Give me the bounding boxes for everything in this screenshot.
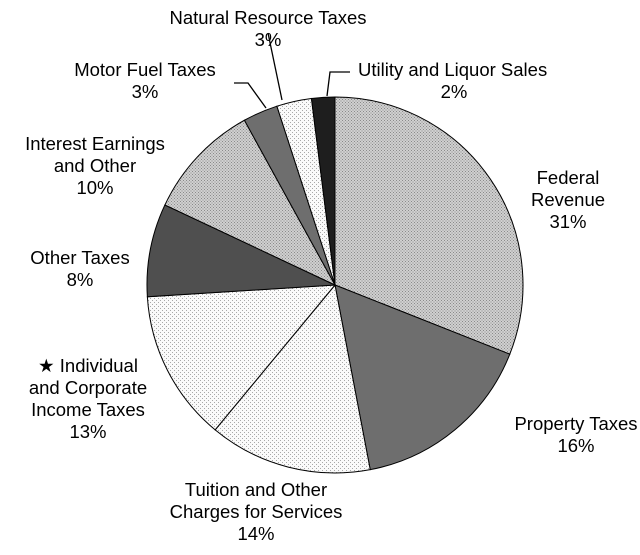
slice-label-text: and Other: [54, 155, 136, 176]
slice-value-label: 13%: [69, 421, 106, 442]
slice-label-text: Charges for Services: [170, 501, 343, 522]
slice-label-text: Tuition and Other: [185, 479, 327, 500]
slice-label-text: Interest Earnings: [25, 133, 165, 154]
slice-label-text: Property Taxes: [514, 413, 637, 434]
slice-value-label: 31%: [549, 211, 586, 232]
pie-slice-4: [146, 284, 337, 431]
slice-label-text: Federal: [537, 167, 600, 188]
pie-slice-5: [146, 204, 336, 298]
pie-slice-9: [310, 96, 336, 286]
slice-label-text: Natural Resource Taxes: [169, 7, 366, 28]
leader-line-8: [267, 32, 283, 101]
leader-line-9: [326, 71, 350, 97]
slice-label-text: ★ Individual: [38, 355, 138, 376]
slice-label-text: Utility and Liquor Sales: [358, 59, 547, 80]
slice-label-text: Motor Fuel Taxes: [74, 59, 216, 80]
pie-slice-6: [164, 119, 337, 287]
slice-value-label: 2%: [441, 81, 468, 102]
slice-value-label: 3%: [132, 81, 159, 102]
slices-layer: [146, 96, 524, 474]
slice-value-label: 16%: [557, 435, 594, 456]
slice-label-text: Income Taxes: [31, 399, 145, 420]
slice-value-label: 14%: [237, 523, 274, 544]
pie-slice-2: [334, 284, 511, 471]
slice-label-text: and Corporate: [29, 377, 147, 398]
slice-value-label: 10%: [76, 177, 113, 198]
pie-slice-3: [214, 283, 371, 474]
slice-label-text: Revenue: [531, 189, 605, 210]
leader-lines-layer: [234, 32, 350, 109]
slice-label-text: Other Taxes: [30, 247, 129, 268]
slice-value-label: 8%: [67, 269, 94, 290]
leader-line-7: [234, 82, 267, 109]
pie-slice-1: [334, 96, 524, 355]
slice-value-label: 3%: [255, 29, 282, 50]
